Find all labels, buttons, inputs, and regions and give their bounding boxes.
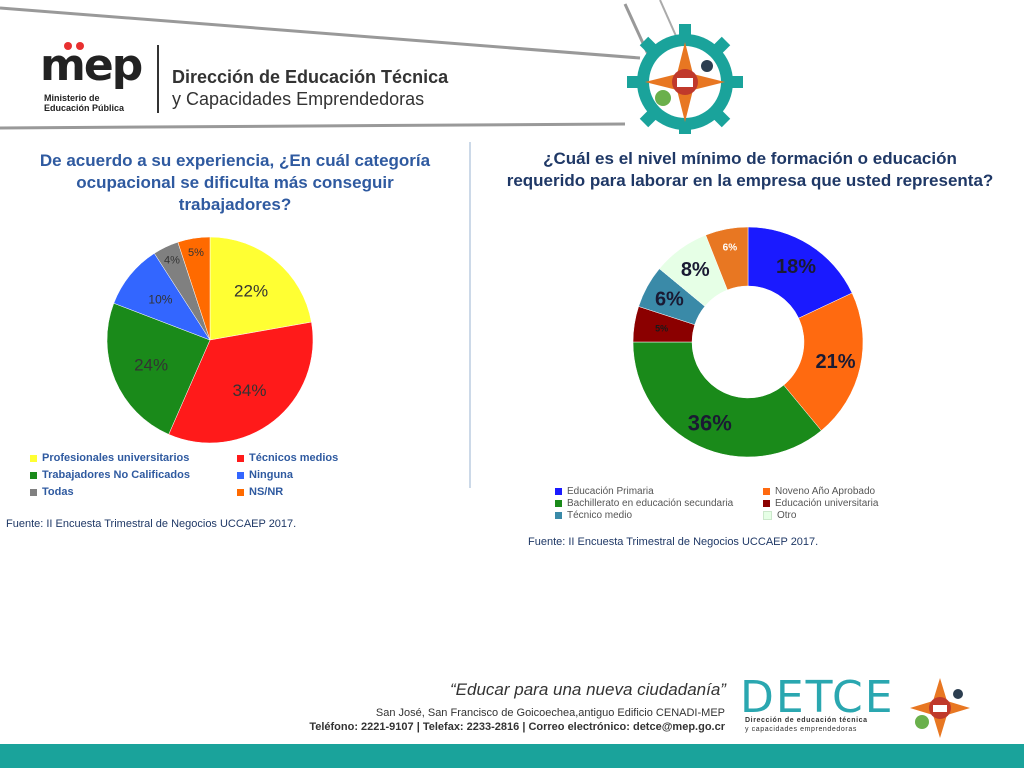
legend-swatch: [555, 512, 562, 519]
legend-label: NS/NR: [249, 486, 284, 498]
legend-swatch: [237, 454, 244, 462]
legend-entry: Técnico medio: [555, 510, 632, 521]
legend-label: Todas: [42, 486, 74, 498]
pie-data-label: 34%: [232, 381, 266, 400]
legend-entry: Trabajadores No Calificados: [30, 469, 190, 481]
legend-label: Noveno Año Aprobado: [775, 486, 876, 497]
header-divider: [157, 45, 159, 113]
left-question-title: De acuerdo a su experiencia, ¿En cuál ca…: [39, 151, 431, 214]
donut-data-label: 8%: [681, 259, 710, 281]
header-title-line2: y Capacidades Emprendedoras: [172, 89, 425, 109]
detce-sub-1: Dirección de educación técnica: [745, 717, 868, 724]
mep-logo-dots: [64, 42, 94, 50]
detce-small-emblem-icon: [910, 678, 970, 738]
mep-logo: mep: [40, 40, 143, 91]
footer-contact: Teléfono: 2221-9107 | Telefax: 2233-2816…: [309, 721, 725, 733]
legend-swatch: [763, 500, 770, 507]
mep-logo-sub-1: Ministerio de: [44, 93, 100, 103]
legend-label: Educación Primaria: [567, 486, 654, 497]
legend-swatch: [237, 488, 244, 496]
legend-entry: Ninguna: [237, 469, 293, 481]
pie-slice: [177, 236, 211, 341]
legend-label: Técnicos medios: [249, 452, 339, 464]
legend-label: Educación universitaria: [775, 498, 879, 509]
legend-entry: Educación universitaria: [763, 498, 878, 509]
pie-data-label: 4%: [164, 255, 180, 267]
legend-entry: Otro: [763, 510, 796, 521]
donut-data-label: 18%: [776, 256, 816, 278]
footer-bar: [0, 744, 1024, 768]
donut-slice: [783, 292, 864, 431]
legend-entry: Técnicos medios: [237, 452, 338, 464]
pie-data-label: 10%: [148, 293, 172, 307]
right-source: Fuente: II Encuesta Trimestral de Negoci…: [528, 536, 819, 548]
legend-swatch: [555, 488, 562, 495]
donut-data-label: 6%: [723, 242, 738, 253]
donut-data-label: 21%: [816, 351, 856, 373]
detce-logo-text: DETCE: [740, 672, 895, 723]
donut-slice: [705, 226, 749, 291]
header-title-line1: Dirección de Educación Técnica: [172, 67, 449, 87]
legend-entry: Todas: [30, 486, 74, 498]
pie-chart-left: 22% 34% 24% 10% 4% 5%: [106, 236, 314, 444]
legend-label: Bachillerato en educación secundaria: [567, 498, 734, 509]
legend-label: Trabajadores No Calificados: [42, 469, 190, 481]
legend-swatch: [763, 488, 770, 495]
footer-slogan: “Educar para una nueva ciudadanía”: [450, 680, 726, 699]
legend-entry: Educación Primaria: [555, 486, 654, 497]
pie-data-label: 22%: [234, 282, 268, 301]
pie-data-label: 24%: [134, 355, 168, 374]
legend-entry: Bachillerato en educación secundaria: [555, 498, 733, 509]
legend-entry: NS/NR: [237, 486, 283, 498]
legend-swatch: [763, 511, 772, 520]
legend-entry: Noveno Año Aprobado: [763, 486, 875, 497]
legend-label: Técnico medio: [567, 510, 633, 521]
detce-emblem-icon: [627, 24, 743, 134]
left-source: Fuente: II Encuesta Trimestral de Negoci…: [6, 518, 297, 530]
pie-data-label: 5%: [188, 247, 204, 259]
donut-data-label: 36%: [688, 410, 732, 435]
legend-label: Otro: [777, 510, 797, 521]
legend-swatch: [555, 500, 562, 507]
donut-data-label: 6%: [655, 288, 684, 310]
right-question-title: ¿Cuál es el nivel mínimo de formación o …: [506, 149, 994, 190]
pie-slice: [106, 302, 211, 435]
legend-swatch: [30, 488, 37, 496]
legend-label: Ninguna: [249, 469, 293, 481]
legend-label: Profesionales universitarios: [42, 452, 190, 464]
mep-logo-sub-2: Educación Pública: [44, 103, 125, 113]
donut-data-label: 5%: [655, 323, 668, 333]
donut-chart-right: 18% 21% 36% 5% 6% 8% 6%: [632, 226, 864, 458]
legend-swatch: [30, 471, 37, 479]
donut-slice: [632, 341, 822, 458]
mep-logo-text: mep: [40, 40, 143, 91]
legend-swatch: [30, 454, 37, 462]
legend-swatch: [237, 471, 244, 479]
detce-sub-2: y capacidades emprendedoras: [745, 726, 857, 733]
legend-entry: Profesionales universitarios: [30, 452, 189, 464]
footer-address: San José, San Francisco de Goicoechea,an…: [375, 707, 725, 719]
pie-slice: [209, 236, 312, 341]
